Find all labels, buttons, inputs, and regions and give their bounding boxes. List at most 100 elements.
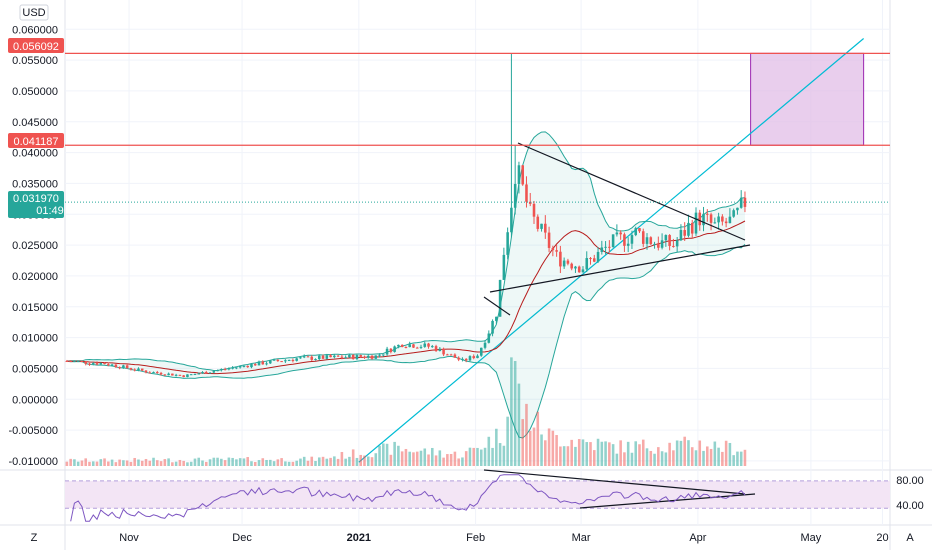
volume-bar	[125, 460, 129, 466]
currency-label: USD	[22, 7, 45, 19]
volume-bar	[728, 442, 732, 466]
candle-body	[306, 356, 310, 358]
volume-bar	[626, 441, 630, 466]
lower-level-tag[interactable]: 0.041187	[8, 133, 64, 148]
volume-bar	[189, 461, 193, 466]
volume-bar	[336, 458, 340, 466]
candle-body	[321, 355, 325, 359]
price-levels[interactable]	[65, 52, 890, 203]
volume-bar	[446, 454, 449, 466]
candle-body	[129, 368, 133, 370]
candle-body	[344, 357, 347, 359]
volume-bar	[498, 443, 502, 466]
candle-body	[261, 361, 265, 365]
candle-body	[351, 354, 355, 360]
candle-body	[672, 245, 675, 247]
volume-bar	[600, 441, 604, 466]
volume-bar	[340, 451, 344, 466]
volume-bar	[174, 461, 178, 466]
volume-bar	[517, 383, 521, 466]
volume-bar	[536, 411, 540, 466]
rsi-resistance-trendline[interactable]	[483, 469, 746, 495]
volume-bar	[397, 445, 400, 466]
volume-bar	[144, 458, 148, 466]
volume-bar	[231, 457, 234, 466]
support-trendline[interactable]	[489, 244, 751, 293]
time-tick-label: Nov	[119, 532, 139, 544]
candle-body	[133, 369, 136, 371]
volume-bar	[370, 457, 374, 466]
candle-body	[250, 364, 253, 368]
candle-body	[690, 222, 694, 234]
candle-body	[487, 333, 491, 343]
candle-body	[706, 213, 709, 215]
candle-body	[171, 373, 174, 376]
volume-bar	[702, 450, 705, 466]
candle-body	[212, 371, 216, 373]
volume-bar	[359, 454, 363, 466]
volume-bar	[660, 451, 664, 466]
candle-body	[702, 213, 705, 226]
candle-body	[238, 365, 242, 368]
drawings[interactable]	[483, 142, 756, 509]
candle-body	[84, 361, 88, 364]
volume-bar	[664, 452, 668, 466]
candle-body	[615, 232, 619, 235]
bollinger-bands	[66, 131, 746, 439]
candle-body	[329, 355, 332, 358]
candles	[65, 53, 747, 378]
projection-trend-line[interactable]	[358, 38, 865, 463]
candle-body	[336, 355, 340, 357]
candle-body	[412, 344, 415, 348]
volume-bar	[110, 459, 114, 466]
volume-bar	[581, 439, 585, 466]
volume-bar	[295, 460, 298, 466]
bollinger-upper	[66, 131, 746, 372]
time-axis[interactable]: Nov Dec 2021 Feb Mar Apr May 20	[119, 532, 888, 544]
volume-bar	[709, 448, 713, 466]
volume-bar	[431, 447, 434, 466]
bollinger-fill	[66, 131, 745, 438]
candle-body	[687, 222, 690, 236]
volume-bar	[476, 447, 479, 466]
candle-body	[178, 374, 182, 376]
volume-bar	[69, 458, 72, 466]
candle-body	[510, 207, 513, 233]
candle-body	[272, 359, 276, 361]
price-axis[interactable]: 0.060000 0.055000 0.050000 0.045000 0.040000…	[8, 24, 58, 468]
price-tick-label: 0.025000	[12, 240, 58, 252]
volume-bar	[118, 459, 121, 466]
volume-bar	[171, 462, 174, 466]
volume-bar	[378, 445, 381, 466]
volume-bar	[641, 439, 645, 466]
volume-bar	[574, 446, 577, 466]
lower-level-tag-text: 0.041187	[13, 136, 58, 148]
candle-body	[333, 355, 336, 358]
auto-scale-button[interactable]: A	[906, 532, 914, 544]
flag-trendline[interactable]	[483, 296, 511, 316]
candle-body	[434, 346, 438, 351]
candle-body	[325, 355, 329, 359]
volume-bar	[182, 460, 185, 466]
volume-bar	[137, 459, 140, 466]
rsi-support-trendline[interactable]	[579, 493, 756, 509]
candle-body	[464, 358, 468, 361]
last-price-tag[interactable]: 0.031970 01:49	[8, 191, 64, 218]
candle-body	[449, 354, 453, 356]
target-box[interactable]	[750, 52, 865, 146]
currency-badge[interactable]	[19, 4, 49, 21]
volume-bar	[220, 458, 223, 466]
resistance-trendline[interactable]	[517, 142, 746, 241]
upper-level-tag[interactable]: 0.056092	[8, 38, 64, 53]
candle-body	[442, 348, 445, 355]
candle-body	[709, 214, 713, 223]
zoom-toggle-button[interactable]: Z	[31, 532, 38, 544]
volume-bar	[653, 453, 656, 466]
candle-body	[314, 359, 317, 361]
candle-body	[623, 234, 626, 246]
volume-bar	[577, 439, 581, 466]
rsi-pane	[70, 474, 746, 522]
candle-body	[732, 210, 735, 217]
candle-body	[204, 372, 208, 374]
